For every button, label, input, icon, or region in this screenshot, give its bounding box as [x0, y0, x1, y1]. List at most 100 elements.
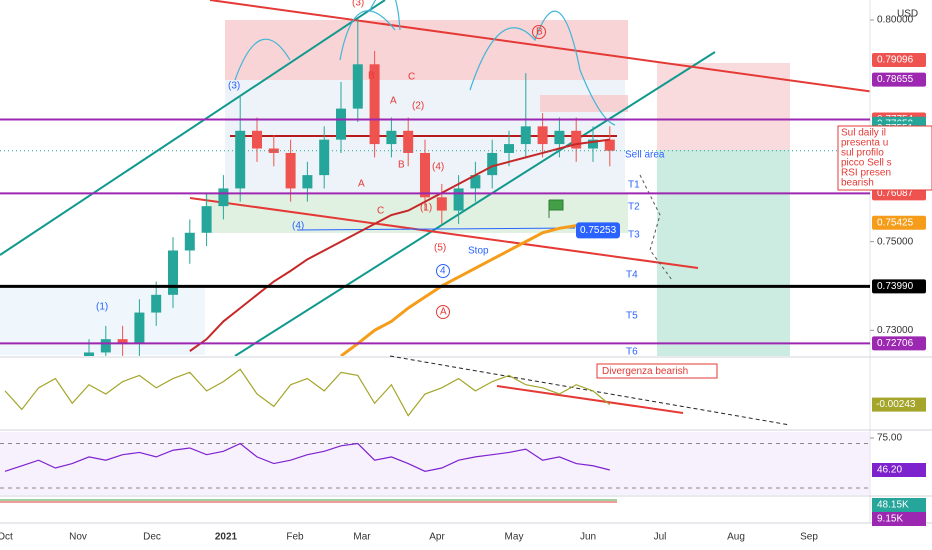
annotation: (1)	[96, 302, 108, 313]
annotation: T4	[626, 270, 638, 281]
candle-body	[604, 139, 615, 151]
y-tick-label: 75.00	[877, 433, 902, 444]
x-tick-label: May	[505, 532, 524, 543]
annotation: B	[398, 160, 405, 171]
annotation: 4	[440, 266, 446, 277]
x-tick-label: Dec	[143, 532, 161, 543]
divergence-box	[596, 363, 718, 379]
divergence-line	[496, 385, 684, 414]
downtrend	[209, 0, 870, 93]
candle-body	[151, 294, 162, 313]
candle-body	[201, 206, 212, 233]
y-tick-label: 0.73000	[877, 325, 914, 336]
candle-body	[268, 148, 279, 153]
candle-body	[420, 152, 430, 198]
rsi-background	[0, 432, 870, 495]
candle-body	[184, 232, 195, 251]
volume-tag-label: 9.15K	[877, 514, 903, 525]
candle-body	[285, 152, 296, 189]
moving-average	[340, 224, 577, 356]
annotation: B	[368, 71, 375, 82]
stop-line	[296, 227, 576, 231]
candle-body	[50, 388, 60, 392]
annotation-circle	[532, 25, 546, 39]
short-target	[657, 150, 790, 356]
annotation: (3)	[228, 81, 240, 92]
osc-tag	[872, 397, 926, 412]
flag	[548, 199, 564, 218]
volume-tag	[872, 512, 926, 526]
x-tick-label: Sep	[800, 532, 818, 543]
oscillator-line	[4, 368, 611, 417]
candle-body	[34, 388, 44, 401]
price-tag-label: 0.73990	[877, 281, 914, 292]
rsi-tag-label: 46.20	[877, 465, 902, 476]
price-tag-label: 0.75425	[877, 217, 914, 228]
volume-tag-label: 48.15K	[877, 500, 909, 511]
candle-body	[336, 108, 346, 140]
stop-tag	[576, 222, 620, 239]
channel-lower	[234, 51, 716, 356]
candle-body	[369, 64, 380, 145]
candle-body	[436, 197, 447, 211]
pattern-arcs	[234, 0, 616, 126]
annotation: (4)	[432, 162, 444, 173]
y-tick-label: 0.75000	[877, 236, 914, 247]
annotation: (3)	[352, 0, 364, 9]
volume-tag	[872, 498, 926, 512]
annotation: (4)	[292, 221, 304, 232]
price-tag	[872, 53, 926, 68]
annotation: A	[390, 96, 397, 107]
candle-body	[117, 339, 128, 344]
annotation: (5)	[434, 243, 446, 254]
annotation: (2)	[412, 101, 424, 112]
y-tick-label: 0.80000	[877, 15, 914, 26]
candle-body	[0, 397, 10, 406]
note-box	[837, 125, 932, 191]
price-tag-label: 0.76087	[877, 188, 914, 199]
price-tag	[872, 72, 926, 87]
candle-body	[17, 397, 27, 401]
currency: USD	[897, 9, 918, 20]
candle-body	[252, 130, 262, 149]
candle-body	[504, 144, 514, 153]
annotation: Sell area	[625, 150, 665, 161]
price-tag-label: 0.72706	[877, 338, 914, 349]
candle-body	[302, 175, 313, 189]
price-tag-label: 0.78655	[877, 74, 914, 85]
lower-trend	[189, 197, 699, 269]
annotation: A	[358, 179, 365, 190]
annotation: T1	[628, 180, 640, 191]
candle-body	[84, 352, 94, 356]
supply-zone	[540, 95, 628, 112]
stop-tag-label: 0.75253	[580, 225, 617, 236]
annotation: Stop	[468, 246, 489, 257]
x-tick-label: Oct	[0, 532, 13, 543]
annotation: T2	[628, 202, 640, 213]
annotation: C	[377, 206, 384, 217]
x-tick-label: Mar	[353, 532, 371, 543]
note-line: bearish	[841, 178, 874, 189]
rsi-tag	[872, 463, 926, 477]
candle-body	[67, 383, 77, 392]
rsi-line	[4, 442, 610, 472]
x-tick-label: Feb	[286, 532, 304, 543]
annotation: C	[408, 72, 415, 83]
annotation: B	[536, 27, 543, 38]
annotation: T6	[626, 347, 638, 358]
candle-body	[588, 139, 598, 149]
x-tick-label: Aug	[727, 532, 745, 543]
note-line: presenta u	[841, 138, 888, 149]
x-tick-label: Apr	[429, 532, 445, 543]
moving-average	[189, 138, 610, 352]
note-line: Sul daily il	[841, 128, 886, 139]
note-line: picco Sell s	[841, 158, 892, 169]
candle-body	[554, 130, 565, 145]
candle-body	[470, 175, 481, 189]
candle-body	[537, 126, 548, 145]
projection	[639, 174, 673, 281]
annotation: (1)	[420, 203, 432, 214]
price-tag	[872, 215, 926, 230]
